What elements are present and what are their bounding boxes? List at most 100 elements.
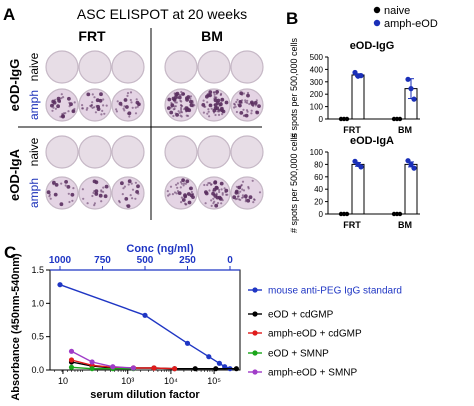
well-spot: [215, 106, 220, 111]
well-spot: [202, 111, 205, 114]
series-point: [233, 366, 239, 372]
well-spot: [224, 188, 229, 193]
well-spot: [181, 198, 186, 202]
well-spot: [167, 97, 172, 102]
amph-point: [405, 76, 411, 82]
well-spot: [71, 199, 74, 202]
well-spot: [118, 201, 121, 204]
well-spot: [245, 109, 249, 112]
x-tick-label: FRT: [343, 125, 361, 135]
well-spot: [180, 182, 183, 185]
well-spot: [216, 202, 220, 205]
elispot-well: [197, 88, 231, 122]
well-spot: [54, 183, 59, 187]
well-spot: [240, 101, 243, 104]
well-spot: [215, 92, 218, 95]
well-spot: [181, 92, 186, 96]
elispot-well: [78, 88, 112, 122]
amph-point: [405, 158, 411, 164]
elispot-well: [230, 50, 264, 84]
well-spot: [100, 200, 103, 203]
well-spot: [130, 101, 133, 104]
well-spot: [221, 192, 224, 195]
series-point: [130, 365, 136, 371]
well-spot: [168, 193, 171, 196]
top-tick-label: 500: [137, 255, 154, 266]
y-axis-title: Absorbance (450nm-540nm): [10, 253, 22, 401]
elispot-well: [164, 88, 198, 122]
well-spot: [73, 101, 76, 104]
well-spot: [116, 100, 119, 103]
well-spot: [175, 183, 178, 186]
well-spot: [181, 178, 186, 183]
well-spot: [172, 108, 175, 111]
well-spot: [188, 187, 191, 190]
well-disc: [111, 135, 145, 169]
well-spot: [96, 104, 100, 109]
well-spot: [166, 190, 169, 193]
well-spot: [221, 193, 224, 196]
well-disc: [78, 50, 112, 84]
legend-label: amph-eOD + cdGMP: [268, 329, 362, 340]
well-spot: [208, 93, 212, 98]
elispot-well: [197, 50, 231, 84]
legend-marker: [252, 369, 258, 375]
well-spot: [237, 185, 242, 190]
well-spot: [249, 101, 253, 104]
well-spot: [246, 93, 250, 98]
well-spot: [60, 97, 63, 100]
well-spot: [170, 104, 174, 107]
x-tick-label: 10⁴: [164, 376, 178, 386]
well-spot: [93, 204, 96, 207]
well-spot: [246, 198, 251, 203]
well-disc: [230, 176, 264, 210]
amph-point: [408, 161, 414, 167]
well-spot: [136, 184, 140, 189]
top-tick-label: 750: [94, 255, 111, 266]
well-spot: [131, 197, 134, 200]
y-tick-label: 500: [310, 53, 324, 62]
top-axis-title: Conc (ng/ml): [126, 243, 194, 255]
x-tick-label: 10⁵: [207, 376, 221, 386]
well-spot: [193, 104, 196, 107]
well-spot: [135, 190, 140, 194]
well-spot: [124, 197, 129, 201]
well-spot: [213, 200, 216, 203]
well-spot: [206, 101, 209, 104]
panel-label-b: B: [286, 9, 298, 28]
well-spot: [91, 101, 94, 104]
elispot-well: [111, 135, 145, 169]
well-spot: [180, 100, 183, 103]
legend-marker: [252, 350, 258, 356]
legend-label-amph: amph-eOD: [384, 18, 438, 30]
well-spot: [135, 100, 140, 105]
bar-chart-y-axis-title: # spots per 500,000 cells: [289, 37, 299, 138]
well-spot: [184, 202, 187, 205]
bar-chart-title: eOD-IgG: [350, 40, 395, 52]
well-spot: [93, 202, 96, 205]
well-spot: [102, 104, 105, 107]
well-spot: [243, 194, 248, 199]
well-spot: [134, 106, 137, 109]
series-line: [59, 284, 231, 370]
row-label-naive-igg: naive: [27, 52, 41, 81]
well-spot: [204, 191, 209, 196]
well-spot: [123, 185, 126, 188]
well-spot: [122, 187, 125, 190]
well-spot: [257, 104, 261, 108]
well-spot: [207, 108, 210, 111]
series-point: [216, 360, 222, 366]
well-spot: [236, 98, 239, 101]
well-spot: [126, 94, 129, 97]
well-spot: [100, 113, 103, 116]
well-spot: [183, 196, 186, 199]
well-spot: [208, 189, 211, 192]
well-spot: [94, 189, 99, 194]
x-tick-label: 10³: [121, 376, 134, 386]
well-spot: [183, 108, 186, 111]
well-disc: [111, 50, 145, 84]
well-spot: [60, 93, 63, 96]
x-tick-label: BM: [398, 220, 412, 230]
well-spot: [136, 105, 139, 108]
x-axis-title: serum dilution factor: [90, 389, 200, 401]
